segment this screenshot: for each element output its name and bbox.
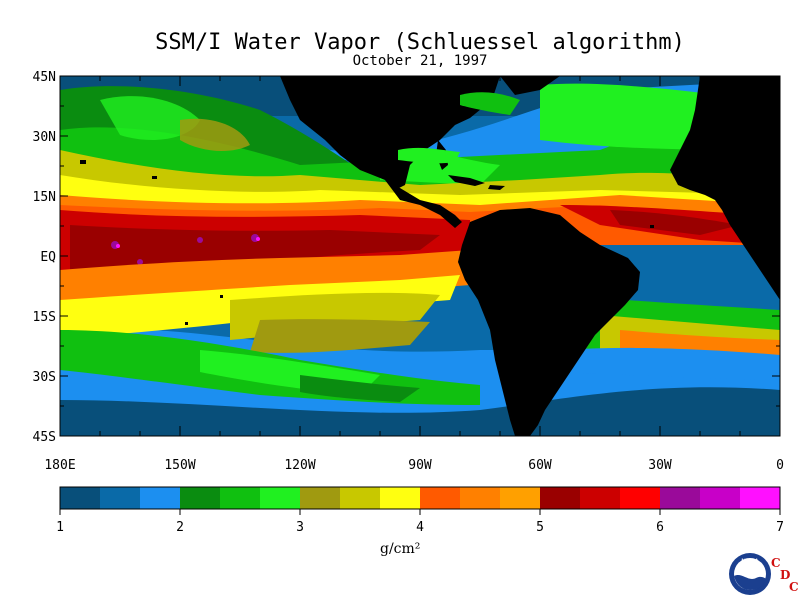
colorbar-tick-label: 3 (296, 520, 304, 535)
colorbar-units: g/cm² (380, 541, 421, 557)
colorbar-swatch (260, 487, 301, 509)
map-title: SSM/I Water Vapor (Schluessel algorithm) (155, 30, 685, 55)
cdc-letter-1: C (771, 556, 781, 570)
colorbar-swatch (500, 487, 541, 509)
colorbar-swatch (60, 487, 101, 509)
colorbar-swatch (540, 487, 581, 509)
cdc-letter-2: D (780, 568, 791, 582)
lat-label: 15N (33, 190, 56, 205)
lon-label: 0 (776, 458, 784, 473)
colorbar-swatch (460, 487, 501, 509)
latitude-axis: 45N 30N 15N EQ 15S 30S 45S (33, 70, 780, 445)
colorbar-swatch (300, 487, 341, 509)
map-subtitle: October 21, 1997 (352, 53, 488, 69)
colorbar-ticks: 1 2 3 4 5 6 7 (56, 509, 784, 535)
cdc-letter-3: C (789, 580, 799, 594)
colorbar-swatch (700, 487, 741, 509)
colorbar-swatch (220, 487, 261, 509)
lat-label: 30S (33, 370, 56, 385)
colorbar-swatch (420, 487, 461, 509)
colorbar-swatch (180, 487, 221, 509)
lat-label: 15S (33, 310, 56, 325)
colorbar-swatch (340, 487, 381, 509)
lat-label: EQ (40, 250, 56, 265)
noaa-logo: NOAA (729, 553, 771, 595)
colorbar-tick-label: 6 (656, 520, 664, 535)
colorbar-swatch (580, 487, 621, 509)
lon-label: 180E (44, 458, 75, 473)
colorbar (59, 486, 781, 510)
colorbar-swatch (380, 487, 421, 509)
noaa-logo-text: NOAA (741, 558, 759, 565)
colorbar-tick-label: 2 (176, 520, 184, 535)
lon-label: 150W (164, 458, 195, 473)
colorbar-tick-label: 5 (536, 520, 544, 535)
colorbar-swatch (140, 487, 181, 509)
lat-label: 45S (33, 430, 56, 445)
lon-label: 60W (528, 458, 552, 473)
colorbar-swatch (660, 487, 701, 509)
lon-label: 30W (648, 458, 672, 473)
colorbar-tick-label: 1 (56, 520, 64, 535)
lat-label: 45N (33, 70, 56, 85)
lat-label: 30N (33, 130, 56, 145)
colorbar-tick-label: 4 (416, 520, 424, 535)
lon-label: 90W (408, 458, 432, 473)
colorbar-swatch (620, 487, 661, 509)
plot-area (60, 76, 780, 436)
colorbar-swatch (740, 487, 781, 509)
colorbar-swatch (100, 487, 141, 509)
longitude-axis: 180E 150W 120W 90W 60W 30W 0 (44, 76, 784, 473)
land-masses (80, 76, 780, 436)
lon-label: 120W (284, 458, 315, 473)
colorbar-tick-label: 7 (776, 520, 784, 535)
